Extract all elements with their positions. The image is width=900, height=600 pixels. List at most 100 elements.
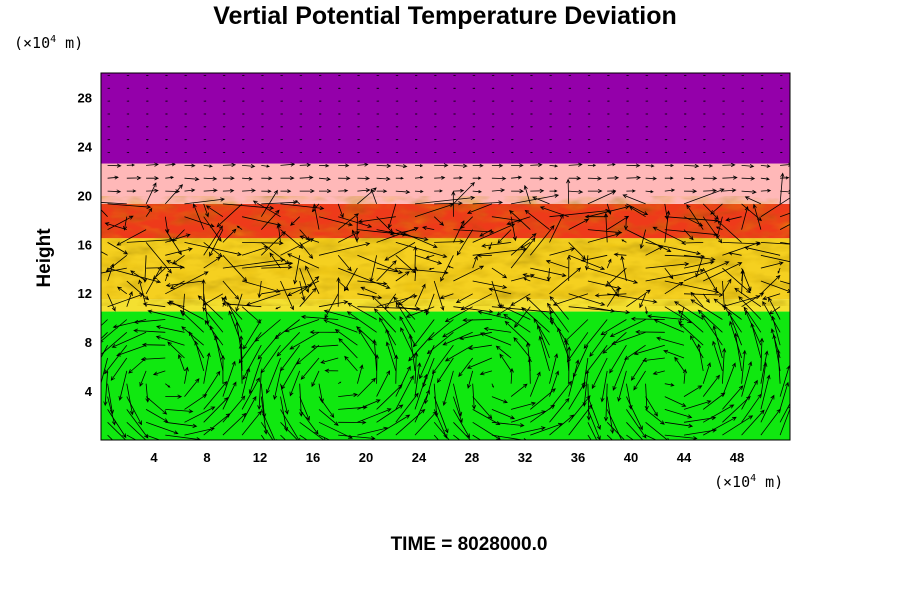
- velocity-arrow: [184, 378, 200, 397]
- velocity-arrow: [142, 255, 148, 283]
- velocity-arrow: [683, 176, 696, 181]
- velocity-arrow: [582, 370, 589, 407]
- velocity-arrow: [479, 229, 493, 237]
- velocity-arrow: [280, 87, 284, 89]
- velocity-arrow: [629, 206, 646, 218]
- velocity-arrow: [529, 225, 555, 256]
- velocity-arrow: [780, 87, 783, 89]
- velocity-arrow: [261, 176, 273, 181]
- velocity-arrow: [261, 74, 264, 77]
- velocity-arrow: [607, 175, 620, 180]
- velocity-arrow: [184, 74, 188, 77]
- velocity-arrow: [261, 189, 272, 194]
- velocity-arrow: [722, 295, 761, 308]
- velocity-arrow: [376, 126, 380, 128]
- velocity-arrow: [472, 255, 478, 269]
- velocity-arrow: [433, 396, 449, 434]
- velocity-arrow: [156, 325, 185, 333]
- velocity-arrow: [222, 113, 226, 115]
- velocity-arrow: [165, 126, 169, 128]
- velocity-arrow: [701, 314, 723, 346]
- velocity-arrow: [442, 319, 473, 338]
- velocity-arrow: [607, 163, 616, 167]
- velocity-arrow: [703, 74, 707, 77]
- velocity-arrow: [538, 335, 550, 372]
- velocity-arrow: [261, 164, 271, 168]
- velocity-arrow: [760, 74, 764, 77]
- velocity-arrow: [395, 271, 410, 282]
- velocity-arrow: [222, 162, 237, 168]
- velocity-arrow: [760, 188, 772, 193]
- x-unit-prefix: (×10: [714, 473, 750, 491]
- velocity-arrow: [146, 188, 159, 193]
- velocity-arrow: [165, 139, 169, 141]
- velocity-arrow: [491, 100, 495, 102]
- velocity-arrow: [703, 416, 737, 436]
- velocity-arrow: [722, 87, 725, 89]
- velocity-arrow: [107, 383, 115, 415]
- velocity-arrow: [338, 338, 358, 359]
- velocity-arrow: [107, 215, 134, 230]
- velocity-arrow: [510, 293, 531, 306]
- velocity-arrow: [626, 203, 649, 216]
- velocity-arrow: [760, 261, 784, 269]
- velocity-arrow: [760, 100, 764, 102]
- velocity-arrow: [697, 309, 723, 333]
- velocity-arrow: [165, 87, 168, 89]
- velocity-arrow: [318, 216, 354, 227]
- velocity-arrow: [722, 362, 736, 397]
- velocity-arrow: [133, 319, 166, 325]
- velocity-arrow: [184, 427, 215, 436]
- velocity-arrow: [415, 126, 418, 128]
- velocity-arrow: [376, 139, 380, 141]
- velocity-arrow: [587, 151, 591, 154]
- velocity-arrow: [165, 409, 194, 414]
- velocity-arrow: [319, 74, 322, 77]
- y-tick-label: 28: [78, 90, 92, 105]
- velocity-arrow: [779, 172, 785, 204]
- velocity-arrow: [760, 197, 790, 218]
- velocity-arrow: [713, 298, 742, 320]
- velocity-arrow: [568, 139, 572, 141]
- velocity-arrow: [762, 301, 781, 333]
- velocity-arrow: [568, 74, 572, 77]
- velocity-arrow: [222, 412, 247, 436]
- velocity-arrow: [395, 74, 399, 77]
- velocity-arrow: [318, 242, 371, 256]
- velocity-arrow: [338, 392, 359, 397]
- velocity-arrow: [203, 139, 207, 141]
- velocity-vectors: [101, 74, 790, 440]
- velocity-arrow: [107, 175, 119, 180]
- velocity-arrow: [611, 331, 646, 345]
- velocity-arrow: [684, 126, 687, 128]
- velocity-arrow: [422, 357, 435, 388]
- velocity-arrow: [580, 254, 608, 263]
- velocity-arrow: [664, 409, 693, 419]
- velocity-arrow: [165, 151, 168, 154]
- x-tick-label: 32: [518, 450, 532, 465]
- velocity-arrow: [293, 255, 301, 285]
- velocity-arrow: [639, 293, 646, 309]
- y-tick-labels: 4 8 12 16 20 24 28: [78, 90, 93, 399]
- velocity-arrow: [203, 188, 218, 193]
- velocity-arrow: [587, 139, 591, 141]
- velocity-arrow: [511, 87, 514, 89]
- velocity-arrow: [491, 396, 508, 404]
- velocity-arrow: [568, 381, 586, 410]
- velocity-arrow: [606, 287, 620, 307]
- x-tick-label: 4: [150, 450, 158, 465]
- velocity-arrow: [358, 329, 377, 359]
- velocity-arrow: [257, 332, 281, 360]
- velocity-arrow: [346, 311, 377, 333]
- velocity-arrow: [710, 203, 723, 215]
- velocity-arrow: [427, 319, 454, 341]
- velocity-arrow: [568, 242, 586, 260]
- velocity-arrow: [471, 383, 477, 410]
- velocity-arrow: [337, 213, 359, 230]
- velocity-arrow: [338, 176, 351, 181]
- velocity-arrow: [126, 163, 136, 167]
- velocity-arrow: [491, 383, 494, 388]
- velocity-arrow: [530, 162, 543, 167]
- velocity-arrow: [112, 319, 147, 329]
